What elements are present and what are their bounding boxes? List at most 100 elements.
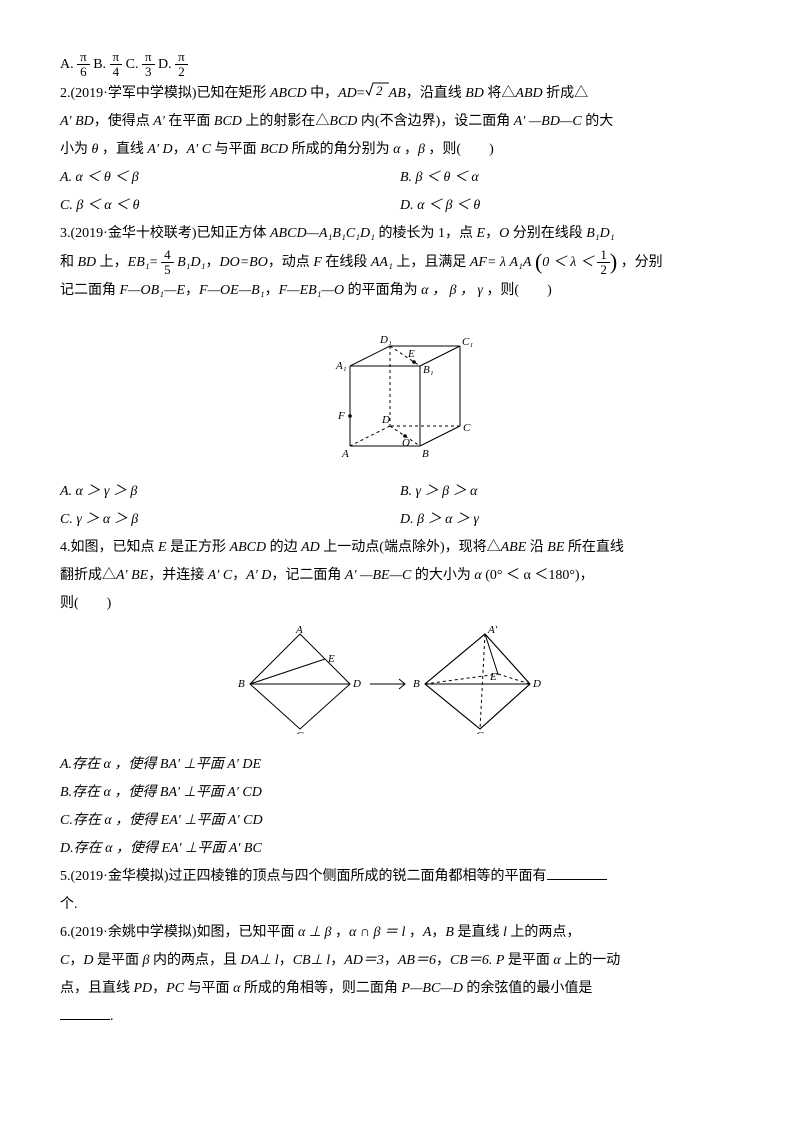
- t: 折成△: [543, 86, 589, 101]
- t: ，: [232, 568, 246, 583]
- t: ，: [279, 953, 293, 968]
- t: EB₁: [128, 255, 150, 270]
- svg-text:A: A: [295, 624, 303, 636]
- t: 中，: [307, 86, 339, 101]
- t: E: [477, 226, 486, 241]
- q4-line2: 翻折成△A′ BE，并连接 A′ C，A′ D，记二面角 A′ —BE—C 的大…: [60, 562, 740, 590]
- q3-opts-row2: C. γ ＞ α ＞ β D. β ＞ α ＞ γ: [60, 506, 740, 534]
- t: BCD: [214, 114, 242, 129]
- svg-text:E: E: [489, 671, 497, 683]
- svg-text:C: C: [296, 730, 304, 734]
- t: 的棱长为 1，点: [375, 226, 477, 241]
- t: A.存在 α ，使得 BA′ ⊥平面 A′ DE: [60, 757, 261, 772]
- blank-icon: [60, 1007, 110, 1021]
- t: F: [313, 255, 322, 270]
- q4-line1: 4.如图，已知点 E 是正方形 ABCD 的边 AD 上一动点(端点除外)，现将…: [60, 534, 740, 562]
- t: 是直线: [454, 925, 503, 940]
- t: 点，且直线: [60, 981, 134, 996]
- t: A′ D: [246, 568, 271, 583]
- svg-text:A′: A′: [487, 624, 498, 636]
- opt-a-frac: π6: [77, 50, 90, 80]
- t: ，: [173, 142, 187, 157]
- q4-optD: D.存在 α ，使得 EA′ ⊥平面 A′ BC: [60, 835, 740, 863]
- t: A′ C: [187, 142, 211, 157]
- t: A′: [153, 114, 165, 129]
- t: P—BC—D: [401, 981, 462, 996]
- t: 在线段: [322, 255, 371, 270]
- t: α ∩ β ＝ l: [349, 925, 405, 940]
- q3-figure: A B C D A₁ B₁ C₁ D₁ E F O: [60, 311, 740, 472]
- t: AD: [301, 540, 320, 555]
- t: 3.(2019·金华十校联考)已知正方体: [60, 226, 270, 241]
- q2-opts-row2: C. β ＜ α ＜ θ D. α ＜ β ＜ θ: [60, 192, 740, 220]
- t: 5.(2019·金华模拟)过正四棱锥的顶点与四个侧面所成的锐二面角都相等的平面有: [60, 869, 547, 884]
- q2-optB: B. β ＜ θ ＜ α: [400, 170, 479, 185]
- q2-optC: C. β ＜ α ＜ θ: [60, 198, 140, 213]
- q3-frac45: 45: [161, 248, 174, 278]
- t: 记二面角: [60, 283, 120, 298]
- t: B.存在 α ，使得 BA′ ⊥平面 A′ CD: [60, 785, 262, 800]
- t: 2.(2019·学军中学模拟)已知在矩形: [60, 86, 270, 101]
- t: 个.: [60, 897, 78, 912]
- t: F—EB₁—O: [279, 283, 345, 298]
- lbl-C: C: [463, 422, 471, 434]
- t: B₁D₁: [586, 226, 614, 241]
- t: 和: [60, 255, 78, 270]
- t: ，动点: [268, 255, 314, 270]
- q2-line1: 2.(2019·学军中学模拟)已知在矩形 ABCD 中，AD=2AB，沿直线 B…: [60, 80, 740, 108]
- t: C.存在 α ，使得 EA′ ⊥平面 A′ CD: [60, 813, 263, 828]
- t: 内(不含边界)，设二面角: [357, 114, 513, 129]
- t: AD＝3: [344, 953, 384, 968]
- t: B₁D₁: [177, 255, 205, 270]
- q3-line1: 3.(2019·金华十校联考)已知正方体 ABCD—A₁B₁C₁D₁ 的棱长为 …: [60, 220, 740, 248]
- t: (0° ＜ α ＜180°)，: [482, 568, 594, 583]
- t: 沿: [526, 540, 547, 555]
- q6-line4: .: [60, 1003, 740, 1031]
- sqrt-icon: 2: [365, 80, 389, 108]
- t: ，: [384, 953, 398, 968]
- q2-opts-row1: A. α ＜ θ ＜ β B. β ＜ θ ＜ α: [60, 164, 740, 192]
- svg-text:D: D: [532, 678, 541, 690]
- t: BCD: [260, 142, 288, 157]
- t: 0 ＜ λ ＜: [542, 255, 597, 270]
- opt-d-label: D.: [158, 57, 172, 72]
- t: ，直线: [98, 142, 147, 157]
- svg-text:D: D: [352, 678, 361, 690]
- t: 上，: [96, 255, 128, 270]
- lbl-O: O: [402, 437, 410, 449]
- lbl-A: A: [341, 448, 349, 460]
- q5-line2: 个.: [60, 891, 740, 919]
- t: AA₁: [371, 255, 393, 270]
- t: ，: [69, 953, 83, 968]
- q2-line3: 小为 θ ，直线 A′ D，A′ C 与平面 BCD 所成的角分别为 α ，β …: [60, 136, 740, 164]
- t: 翻折成△: [60, 568, 116, 583]
- t: 上的两点，: [507, 925, 581, 940]
- t: DO=BO: [219, 255, 267, 270]
- t: α ⊥ β: [298, 925, 332, 940]
- t: ，并连接: [148, 568, 208, 583]
- svg-text:E: E: [327, 653, 335, 665]
- opt-a-label: A.: [60, 57, 74, 72]
- t: A′ BD: [60, 114, 94, 129]
- t: 上，且满足: [393, 255, 470, 270]
- t: ABD: [515, 86, 542, 101]
- blank-icon: [547, 867, 607, 881]
- t: α: [553, 953, 560, 968]
- lbl-A1: A₁: [335, 360, 347, 372]
- t: ABCD—A₁B₁C₁D₁: [270, 226, 375, 241]
- t: CB⊥ l: [293, 953, 330, 968]
- t: ，: [400, 142, 418, 157]
- t: BE: [547, 540, 564, 555]
- t: 小为: [60, 142, 92, 157]
- t: O: [499, 226, 509, 241]
- svg-text:B: B: [238, 678, 245, 690]
- q3-optB: B. γ ＞ β ＞ α: [400, 484, 477, 499]
- t: 4.如图，已知点: [60, 540, 158, 555]
- q2-optA: A. α ＜ θ ＜ β: [60, 170, 139, 185]
- lbl-F: F: [337, 410, 345, 422]
- t: C: [60, 953, 69, 968]
- t: A′ BE: [116, 568, 148, 583]
- q1-options: A. π6 B. π4 C. π3 D. π2: [60, 50, 740, 80]
- q5-line: 5.(2019·金华模拟)过正四棱锥的顶点与四个侧面所成的锐二面角都相等的平面有: [60, 863, 740, 891]
- t: 与平面: [184, 981, 233, 996]
